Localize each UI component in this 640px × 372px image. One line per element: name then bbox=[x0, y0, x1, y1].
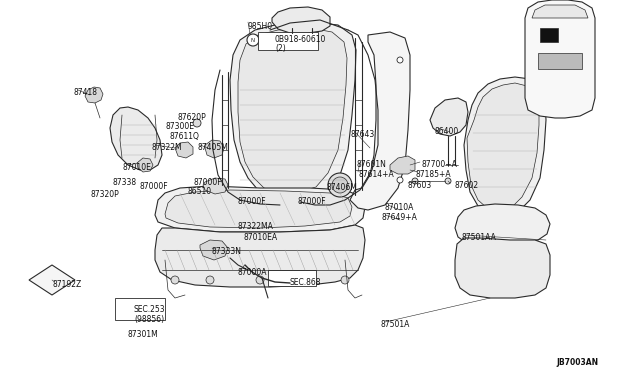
Text: 87192Z: 87192Z bbox=[52, 280, 81, 289]
Polygon shape bbox=[110, 107, 162, 170]
Circle shape bbox=[256, 276, 264, 284]
Bar bbox=[258, 32, 318, 50]
Text: 87643: 87643 bbox=[351, 130, 375, 139]
Polygon shape bbox=[390, 156, 415, 174]
Text: 0B918-60610: 0B918-60610 bbox=[275, 35, 326, 44]
Circle shape bbox=[397, 177, 403, 183]
Text: 87010EA: 87010EA bbox=[243, 233, 277, 242]
Text: SEC.253: SEC.253 bbox=[134, 305, 166, 314]
Polygon shape bbox=[455, 204, 550, 246]
Circle shape bbox=[397, 57, 403, 63]
Polygon shape bbox=[350, 32, 410, 210]
Circle shape bbox=[412, 178, 418, 184]
Circle shape bbox=[341, 276, 349, 284]
Polygon shape bbox=[165, 190, 352, 228]
Text: SEC.868: SEC.868 bbox=[290, 278, 321, 287]
Bar bbox=[540, 28, 558, 42]
Polygon shape bbox=[230, 22, 356, 200]
Text: 87000A: 87000A bbox=[237, 268, 266, 277]
Text: 86400: 86400 bbox=[435, 127, 460, 136]
Text: 985H0: 985H0 bbox=[248, 22, 273, 31]
Text: 87406M: 87406M bbox=[327, 183, 358, 192]
Polygon shape bbox=[85, 87, 103, 103]
Polygon shape bbox=[238, 28, 347, 193]
Text: 87602: 87602 bbox=[455, 181, 479, 190]
Text: 87611Q: 87611Q bbox=[170, 132, 200, 141]
Text: 87338: 87338 bbox=[112, 178, 136, 187]
Circle shape bbox=[306, 276, 314, 284]
Circle shape bbox=[206, 276, 214, 284]
Text: 87000F: 87000F bbox=[140, 182, 168, 191]
Polygon shape bbox=[137, 158, 153, 172]
Text: JB7003AN: JB7003AN bbox=[556, 358, 598, 367]
Polygon shape bbox=[200, 240, 228, 260]
Text: 87010A: 87010A bbox=[385, 203, 414, 212]
Text: 87301M: 87301M bbox=[127, 330, 157, 339]
Polygon shape bbox=[175, 142, 193, 158]
Bar bbox=[538, 53, 582, 69]
Text: 87601N: 87601N bbox=[357, 160, 387, 169]
Text: (98856): (98856) bbox=[134, 315, 164, 324]
Polygon shape bbox=[272, 7, 330, 33]
Text: 87418: 87418 bbox=[73, 88, 97, 97]
Text: 87322MA: 87322MA bbox=[237, 222, 273, 231]
Text: 87501A: 87501A bbox=[381, 320, 410, 329]
Circle shape bbox=[445, 178, 451, 184]
Text: 87649+A: 87649+A bbox=[382, 213, 418, 222]
Bar bbox=[115, 298, 165, 320]
Polygon shape bbox=[525, 0, 595, 118]
Text: 87000F: 87000F bbox=[298, 197, 326, 206]
Text: 87322M: 87322M bbox=[152, 143, 182, 152]
Polygon shape bbox=[155, 186, 365, 232]
Text: 87010E: 87010E bbox=[122, 163, 151, 172]
Polygon shape bbox=[203, 178, 228, 194]
Text: 87000F: 87000F bbox=[237, 197, 266, 206]
Polygon shape bbox=[455, 238, 550, 298]
Text: 87405M: 87405M bbox=[198, 143, 229, 152]
Text: 87501AA: 87501AA bbox=[462, 233, 497, 242]
Polygon shape bbox=[29, 265, 75, 295]
Text: 87300E: 87300E bbox=[165, 122, 194, 131]
Bar bbox=[268, 270, 316, 286]
Polygon shape bbox=[155, 225, 365, 287]
Text: 87620P: 87620P bbox=[178, 113, 207, 122]
Circle shape bbox=[171, 276, 179, 284]
Polygon shape bbox=[467, 83, 539, 211]
Text: 87614+A: 87614+A bbox=[359, 170, 395, 179]
Polygon shape bbox=[532, 5, 588, 18]
Circle shape bbox=[247, 34, 259, 46]
Text: (2): (2) bbox=[275, 44, 285, 53]
Text: 87333N: 87333N bbox=[212, 247, 242, 256]
Polygon shape bbox=[205, 140, 224, 158]
Circle shape bbox=[193, 119, 201, 127]
Circle shape bbox=[328, 173, 352, 197]
Polygon shape bbox=[464, 77, 546, 216]
Text: 87000F: 87000F bbox=[193, 178, 221, 187]
Text: 87320P: 87320P bbox=[90, 190, 119, 199]
Circle shape bbox=[332, 177, 348, 193]
Text: N: N bbox=[251, 38, 255, 42]
Text: 87185+A: 87185+A bbox=[416, 170, 452, 179]
Text: 87700+A: 87700+A bbox=[422, 160, 458, 169]
Text: 86510: 86510 bbox=[188, 187, 212, 196]
Text: 87603: 87603 bbox=[408, 181, 432, 190]
Polygon shape bbox=[430, 98, 468, 136]
